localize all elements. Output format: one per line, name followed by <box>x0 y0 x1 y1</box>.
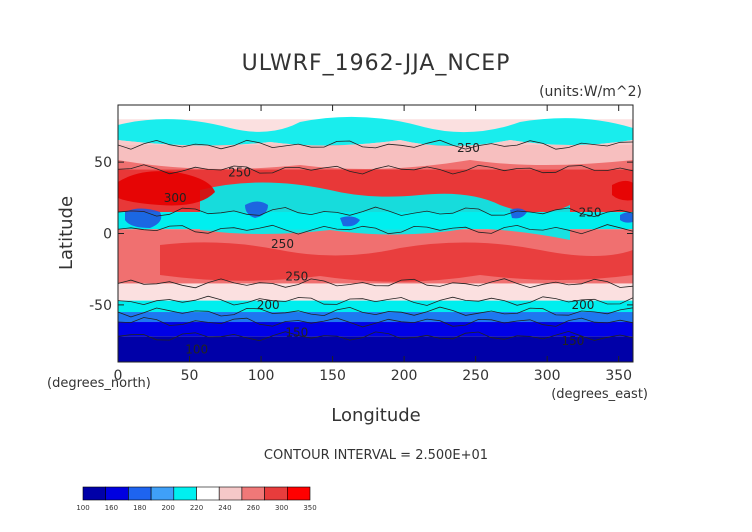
x-tick-label-7: 350 <box>605 368 632 384</box>
contour-line-1 <box>118 164 633 175</box>
contour-labels: 250 250 300 250 250 250 200 200 150 100 150 <box>164 141 602 356</box>
colorbar-swatch-2 <box>128 486 152 501</box>
y-unit-note: (degrees_north) <box>47 376 151 391</box>
x-tick-label-6: 300 <box>534 368 561 384</box>
x-tick-label-3: 150 <box>319 368 346 384</box>
x-axis: 0 50 100 150 200 250 300 350 <box>114 105 632 384</box>
contour-line-8 <box>118 330 633 342</box>
units-label: (units:W/m^2) <box>539 84 642 100</box>
field-band-6 <box>118 283 633 301</box>
contour-interval: CONTOUR INTERVAL = 2.500E+01 <box>264 448 488 463</box>
x-unit-note: (degrees_east) <box>551 387 648 402</box>
contour-label-0: 250 <box>457 141 480 155</box>
colorbar-swatch-5 <box>196 486 220 501</box>
contour-line-7 <box>118 317 633 328</box>
colorbar-tick-label-0: 100 <box>76 504 89 512</box>
field-region-4 <box>118 171 215 206</box>
field-region-5 <box>612 180 633 201</box>
x-tick-label-1: 50 <box>181 368 199 384</box>
contour-label-1: 250 <box>228 165 251 179</box>
colorbar-swatch-8 <box>264 486 288 501</box>
field-band-9 <box>118 322 633 337</box>
field-region-1 <box>118 140 633 169</box>
colorbar-tick-label-5: 240 <box>218 504 231 512</box>
contour-label-5: 250 <box>285 270 308 284</box>
y-axis: 50 0 -50 <box>89 155 633 314</box>
y-tick-label-1: 0 <box>103 227 112 243</box>
x-axis-label: Longitude <box>331 405 421 426</box>
colorbar-tick-label-2: 180 <box>133 504 146 512</box>
chart-title: ULWRF_1962-JJA_NCEP <box>242 51 511 76</box>
field-region-3 <box>160 242 633 282</box>
field-region-6 <box>125 208 162 228</box>
colorbar-swatch-7 <box>241 486 265 501</box>
colorbar-swatch-3 <box>150 486 175 501</box>
field-region-0 <box>118 116 633 146</box>
colorbar-tick-label-8: 350 <box>303 504 316 512</box>
colorbar-tick-label-6: 260 <box>247 504 260 512</box>
x-tick-label-5: 250 <box>462 368 489 384</box>
contour-label-7: 200 <box>571 298 594 312</box>
contour-line-0 <box>118 139 633 150</box>
contour-line-3 <box>118 224 633 235</box>
colorbar-swatch-4 <box>173 486 197 501</box>
contour-line-2 <box>118 206 633 218</box>
field-band-8 <box>118 312 633 323</box>
y-axis-label: Latitude <box>56 196 77 270</box>
contour-label-6: 200 <box>257 298 280 312</box>
colorbar-tick-label-7: 300 <box>275 504 288 512</box>
colorbar-swatch-1 <box>105 486 129 501</box>
field-region-10 <box>620 212 633 223</box>
x-tick-label-4: 200 <box>391 368 418 384</box>
contour-label-2: 300 <box>164 191 187 205</box>
y-tick-label-0: 50 <box>94 155 112 171</box>
heatmap-field <box>118 105 633 362</box>
field-region-8 <box>340 216 360 227</box>
contour-line-6 <box>118 306 633 318</box>
contour-label-9: 100 <box>185 342 208 356</box>
colorbar: 100 160 180 200 220 240 260 300 350 <box>76 486 317 512</box>
colorbar-tick-label-1: 160 <box>105 504 118 512</box>
colorbar-tick-label-3: 200 <box>161 504 174 512</box>
x-tick-label-0: 0 <box>114 368 123 384</box>
y-tick-label-2: -50 <box>89 298 112 314</box>
colorbar-swatch-0 <box>82 486 107 501</box>
contour-label-4: 250 <box>271 237 294 251</box>
colorbar-swatch-6 <box>218 486 243 501</box>
contour-line-4 <box>118 278 633 289</box>
contour-label-10: 150 <box>561 334 584 348</box>
field-band-0 <box>118 105 633 120</box>
colorbar-swatch-9 <box>286 486 311 501</box>
x-tick-label-2: 100 <box>248 368 275 384</box>
colorbar-tick-label-4: 220 <box>190 504 203 512</box>
contour-label-3: 250 <box>579 205 602 219</box>
field-region-9 <box>510 208 527 219</box>
field-region-2 <box>200 182 570 240</box>
contour-line-5 <box>118 295 633 306</box>
field-band-7 <box>118 300 633 313</box>
contour-lines <box>118 139 633 342</box>
contour-label-8: 150 <box>285 325 308 339</box>
